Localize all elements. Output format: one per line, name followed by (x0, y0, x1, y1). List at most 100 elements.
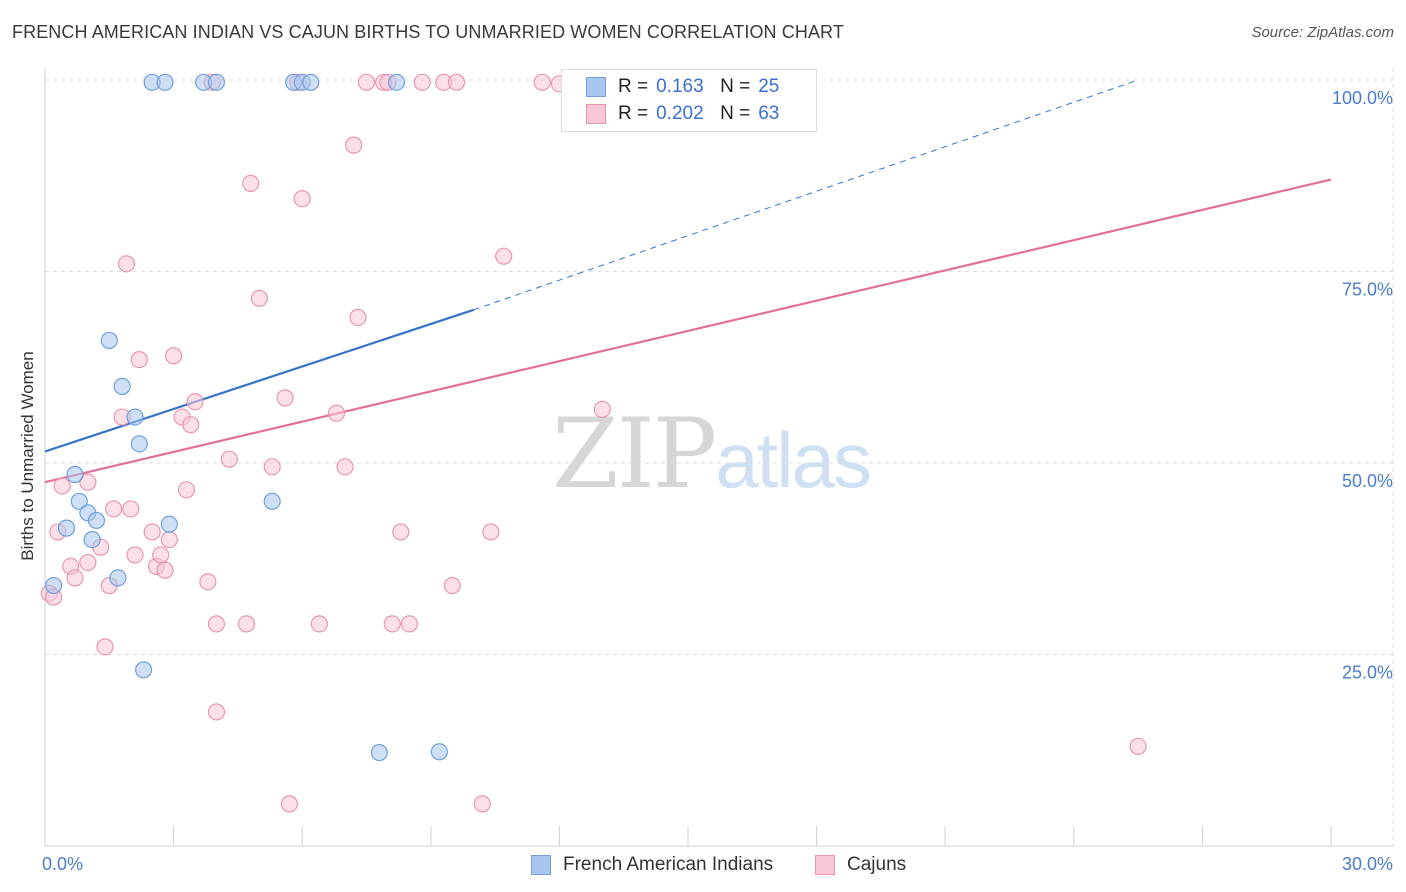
point-cajuns (276, 389, 294, 407)
bottom-legend-french-american-indians: French American Indians (531, 853, 773, 877)
point-cajuns (160, 530, 178, 549)
point-cajuns (182, 416, 200, 434)
legend-row-french-american-indians: R = 0.163 N = 25 (586, 74, 779, 100)
point-french-american-indians (302, 73, 320, 91)
point-cajuns (383, 615, 401, 633)
y-tick-label: 50.0% (1342, 471, 1393, 491)
point-french-american-indians (207, 73, 226, 91)
bottom-legend-cajuns: Cajuns (815, 853, 906, 877)
point-cajuns (199, 573, 217, 591)
point-cajuns (293, 190, 311, 208)
x-tick-label: 30.0% (1342, 854, 1393, 874)
axes (44, 68, 1393, 847)
x-tick-label: 0.0% (42, 854, 83, 874)
point-cajuns (400, 615, 418, 633)
point-cajuns (593, 400, 611, 418)
n-label: N = (720, 76, 751, 97)
bottom-legend-swatch-blue (531, 855, 551, 875)
point-french-american-indians (87, 511, 106, 530)
point-cajuns (482, 523, 500, 541)
legend-row-cajuns: R = 0.202 N = 63 (586, 101, 779, 127)
point-french-american-indians (387, 73, 406, 91)
n-value: 25 (758, 76, 780, 97)
watermark-atlas: atlas (715, 416, 872, 504)
point-french-american-indians (83, 530, 101, 549)
point-cajuns (165, 347, 183, 365)
point-cajuns (186, 393, 204, 411)
y-tick-label: 25.0% (1342, 663, 1393, 683)
point-cajuns (177, 481, 196, 499)
legend-swatch-pink (586, 104, 606, 124)
point-french-american-indians (130, 435, 148, 453)
point-french-american-indians (100, 331, 118, 350)
point-cajuns (327, 404, 346, 422)
point-cajuns (263, 458, 281, 476)
point-cajuns (79, 473, 97, 491)
trend-line-french-american-indians (44, 308, 475, 453)
point-cajuns (126, 546, 144, 564)
r-value: 0.163 (656, 76, 704, 97)
point-cajuns (152, 546, 170, 564)
point-french-american-indians (109, 569, 127, 587)
point-cajuns (473, 795, 491, 813)
point-cajuns (357, 73, 376, 91)
point-cajuns (237, 615, 256, 633)
data-points (40, 73, 1147, 813)
point-cajuns (250, 289, 268, 307)
trend-lines (44, 79, 1332, 484)
point-cajuns (207, 615, 226, 633)
point-cajuns (447, 73, 466, 91)
point-cajuns (242, 174, 260, 193)
trend-line-extension (473, 79, 1139, 311)
source-label: Source: ZipAtlas.com (1251, 24, 1394, 41)
point-cajuns (130, 350, 148, 369)
point-cajuns (1129, 737, 1147, 756)
bottom-legend-label: Cajuns (847, 854, 907, 875)
point-cajuns (413, 73, 431, 91)
point-french-american-indians (126, 408, 144, 426)
point-french-american-indians (156, 73, 174, 91)
point-cajuns (53, 477, 71, 495)
point-cajuns (280, 795, 298, 813)
n-label: N = (720, 103, 751, 124)
point-french-american-indians (44, 576, 63, 595)
point-cajuns (392, 523, 410, 541)
point-cajuns (66, 569, 84, 587)
watermark-zip: ZIP (552, 398, 717, 510)
point-french-american-indians (57, 519, 76, 537)
point-cajuns (79, 553, 97, 572)
point-cajuns (122, 500, 140, 518)
point-cajuns (336, 458, 354, 476)
point-cajuns (207, 703, 226, 721)
stats-legend: R = 0.163 N = 25 R = 0.202 N = 63 (561, 69, 817, 132)
point-french-american-indians (134, 661, 153, 679)
point-cajuns (156, 561, 174, 579)
n-value: 63 (758, 103, 780, 124)
r-label: R = (618, 103, 649, 124)
point-french-american-indians (70, 492, 88, 510)
point-cajuns (533, 73, 551, 91)
point-french-american-indians (370, 743, 388, 762)
bottom-legend-label: French American Indians (563, 854, 774, 875)
watermark: ZIPatlas (552, 398, 872, 510)
point-cajuns (96, 638, 114, 656)
legend-swatch-blue (586, 77, 606, 97)
y-tick-label: 75.0% (1342, 280, 1393, 300)
trend-line-cajuns (44, 178, 1332, 484)
point-cajuns (310, 615, 328, 633)
point-cajuns (349, 308, 367, 327)
chart-title: FRENCH AMERICAN INDIAN VS CAJUN BIRTHS T… (12, 22, 844, 42)
point-french-american-indians (160, 515, 178, 533)
point-french-american-indians (66, 465, 84, 484)
point-french-american-indians (263, 492, 281, 510)
point-french-american-indians (430, 743, 448, 761)
point-cajuns (143, 523, 161, 541)
point-cajuns (220, 450, 238, 468)
r-value: 0.202 (656, 103, 704, 124)
point-cajuns (443, 576, 461, 595)
tick-labels: 25.0% 50.0% 75.0% 100.0% 0.0% 30.0% (42, 88, 1393, 874)
point-french-american-indians (113, 377, 131, 395)
r-label: R = (618, 76, 649, 97)
bottom-legend-swatch-pink (815, 855, 835, 875)
